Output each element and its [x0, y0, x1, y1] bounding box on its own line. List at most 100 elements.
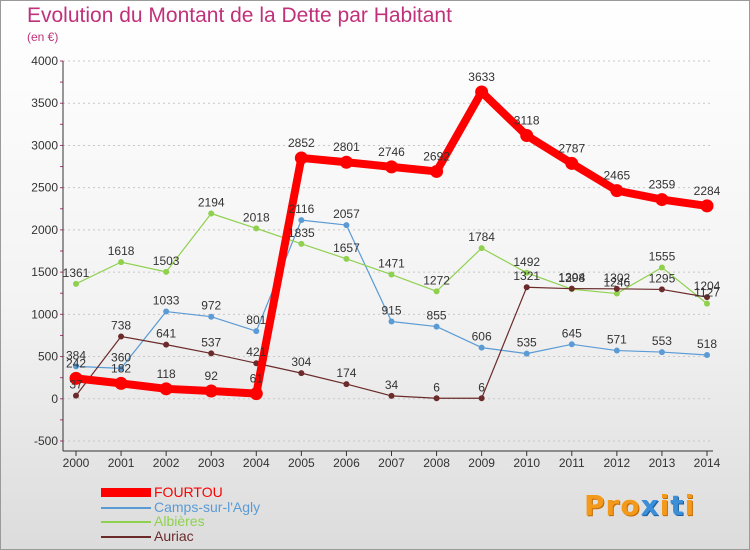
data-label: 2194 — [198, 196, 225, 210]
data-point — [298, 370, 305, 377]
data-label: 2018 — [243, 210, 270, 224]
x-tick-label: 2002 — [153, 456, 180, 470]
data-point — [388, 392, 395, 399]
data-label: 174 — [336, 366, 356, 380]
data-point — [298, 217, 305, 224]
data-label: 182 — [111, 361, 131, 375]
data-label: 360 — [111, 350, 131, 364]
x-tick-label: 2008 — [423, 456, 450, 470]
data-point — [159, 382, 173, 396]
y-tick-label: 3000 — [31, 138, 58, 152]
x-tick-label: 2000 — [63, 456, 90, 470]
data-label: 1298 — [558, 271, 585, 285]
data-point — [433, 395, 440, 402]
data-label: 1618 — [108, 244, 135, 258]
data-label: 1304 — [558, 271, 585, 285]
series-albi-res — [73, 210, 710, 307]
data-point — [339, 155, 353, 169]
data-label: 2116 — [288, 202, 314, 216]
x-tick-label: 2005 — [288, 456, 315, 470]
x-tick-label: 2003 — [198, 456, 225, 470]
data-label: 1295 — [649, 271, 676, 285]
data-point — [433, 288, 440, 295]
y-tick-label: 1000 — [31, 307, 58, 321]
data-point — [208, 350, 215, 357]
data-point — [208, 313, 215, 320]
legend-label: Albières — [154, 513, 205, 529]
data-point — [655, 193, 669, 207]
data-point — [114, 376, 128, 390]
data-label: 1471 — [378, 257, 405, 271]
data-label: 2057 — [333, 207, 360, 221]
data-label: 518 — [697, 337, 717, 351]
legend-swatch — [101, 535, 151, 538]
y-tick-label: 3500 — [31, 96, 58, 110]
data-labels: 384 360 1033 972 801 2116 2057 915 855 606 535 645 5… — [63, 70, 721, 394]
data-point — [658, 286, 665, 293]
data-label: 2284 — [694, 184, 721, 198]
data-label: 1503 — [153, 254, 180, 268]
data-label: 3118 — [514, 113, 540, 127]
series-camps-sur-l-agly — [73, 217, 710, 372]
proxiti-logo: Proxiti — [584, 489, 696, 522]
data-label: 2692 — [423, 149, 450, 163]
data-label: 855 — [427, 309, 447, 323]
data-point — [253, 225, 260, 232]
data-point — [163, 308, 170, 315]
data-label: 2465 — [604, 169, 631, 183]
data-point — [69, 371, 83, 385]
data-point — [163, 341, 170, 348]
data-point — [208, 210, 215, 217]
data-point — [523, 350, 530, 357]
x-tick-label: 2001 — [108, 456, 135, 470]
data-label: 606 — [472, 330, 492, 344]
data-point — [704, 300, 710, 307]
data-point — [610, 184, 624, 198]
data-point — [568, 341, 575, 348]
data-label: 1127 — [694, 286, 720, 300]
data-point — [565, 156, 579, 170]
data-label: 1784 — [468, 230, 495, 244]
x-tick-label: 2010 — [513, 456, 540, 470]
legend-label: FOURTOU — [154, 484, 223, 500]
data-point — [478, 344, 485, 351]
data-point — [613, 290, 620, 297]
data-label: 1361 — [63, 266, 90, 280]
data-point — [433, 323, 440, 330]
data-point — [118, 333, 125, 340]
data-label: 37 — [69, 378, 83, 392]
data-label: 1835 — [288, 226, 315, 240]
data-point — [343, 255, 350, 262]
x-tick-label: 2009 — [468, 456, 495, 470]
data-label: 571 — [607, 333, 627, 347]
x-tick-label: 2007 — [378, 456, 405, 470]
data-label: 242 — [66, 356, 86, 370]
data-label: 2746 — [378, 145, 405, 159]
chart-subtitle: (en €) — [27, 30, 59, 44]
y-tick-label: 1500 — [31, 265, 58, 279]
data-label: 61 — [250, 372, 264, 386]
data-label: 1204 — [694, 279, 721, 293]
data-label: 118 — [157, 367, 176, 381]
data-label: 3633 — [468, 70, 495, 84]
data-label: 1033 — [153, 294, 180, 308]
data-label: 2852 — [288, 136, 315, 150]
data-point — [568, 285, 575, 292]
data-label: 1321 — [513, 269, 540, 283]
data-label: 1657 — [333, 241, 360, 255]
x-tick-label: 2011 — [559, 456, 585, 470]
data-label: 738 — [111, 318, 131, 332]
legend-swatch — [101, 506, 151, 509]
data-label: 92 — [205, 369, 219, 383]
data-label: 535 — [517, 336, 537, 350]
data-point — [613, 347, 620, 354]
data-label: 553 — [652, 334, 672, 348]
data-label: 1272 — [423, 273, 450, 287]
data-label: 2801 — [333, 140, 360, 154]
y-tick-label: 2500 — [31, 181, 58, 195]
data-point — [253, 328, 260, 335]
legend-swatch — [101, 488, 151, 497]
data-label: 384 — [66, 348, 86, 362]
x-tick-label: 2012 — [604, 456, 631, 470]
series-auriac — [73, 284, 710, 402]
